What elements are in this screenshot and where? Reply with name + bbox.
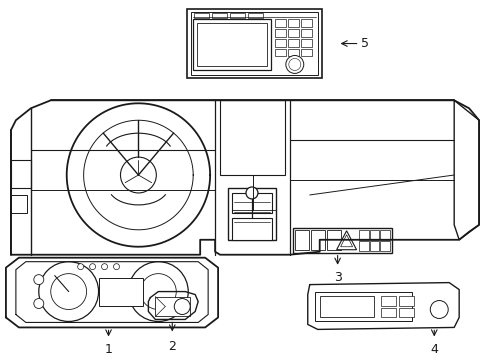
Circle shape	[78, 264, 83, 270]
Bar	[191, 12, 317, 75]
Circle shape	[102, 264, 107, 270]
Bar	[247, 13, 263, 18]
Bar	[212, 13, 226, 18]
Bar	[193, 19, 270, 71]
Bar	[381, 307, 396, 318]
Circle shape	[89, 264, 95, 270]
Bar	[358, 230, 368, 240]
Bar	[319, 296, 374, 318]
Bar	[194, 13, 209, 18]
Circle shape	[34, 275, 44, 285]
Bar	[11, 160, 31, 188]
Text: 4: 4	[429, 343, 437, 356]
Text: 3: 3	[333, 271, 341, 284]
Text: 1: 1	[104, 343, 112, 356]
Bar	[292, 228, 392, 253]
Text: 5: 5	[360, 37, 368, 50]
Bar	[358, 241, 368, 251]
Bar	[274, 39, 285, 46]
Circle shape	[174, 298, 190, 315]
Bar	[187, 9, 321, 78]
Bar	[294, 230, 308, 250]
Bar	[287, 28, 298, 37]
Circle shape	[429, 301, 447, 319]
Bar	[99, 278, 143, 306]
Circle shape	[128, 262, 188, 321]
Bar	[227, 188, 275, 240]
Bar	[220, 100, 285, 175]
Bar	[229, 13, 244, 18]
Bar	[232, 218, 271, 240]
Bar	[300, 39, 311, 46]
Bar	[274, 19, 285, 27]
Circle shape	[120, 157, 156, 193]
Circle shape	[245, 187, 258, 199]
Bar	[274, 49, 285, 57]
Bar	[287, 49, 298, 57]
Bar	[300, 28, 311, 37]
Polygon shape	[336, 231, 356, 250]
Bar	[287, 39, 298, 46]
Bar	[380, 230, 389, 240]
Bar	[11, 195, 27, 213]
Bar	[300, 49, 311, 57]
Circle shape	[34, 298, 44, 309]
Bar	[369, 241, 379, 251]
Circle shape	[39, 262, 99, 321]
Bar	[314, 292, 411, 321]
Circle shape	[51, 274, 86, 310]
Circle shape	[168, 302, 178, 311]
Bar	[197, 23, 266, 67]
Polygon shape	[340, 235, 352, 247]
Bar	[232, 193, 271, 213]
Bar	[399, 307, 413, 318]
Bar	[326, 230, 340, 250]
Bar	[369, 230, 379, 240]
Bar	[399, 296, 413, 306]
Bar	[287, 19, 298, 27]
Circle shape	[140, 274, 176, 310]
Bar	[300, 19, 311, 27]
Circle shape	[113, 264, 119, 270]
Bar	[155, 297, 190, 316]
Bar	[274, 28, 285, 37]
Text: 2: 2	[168, 340, 176, 353]
Bar	[380, 241, 389, 251]
Bar	[381, 296, 396, 306]
Bar	[310, 230, 324, 250]
Circle shape	[285, 55, 303, 73]
